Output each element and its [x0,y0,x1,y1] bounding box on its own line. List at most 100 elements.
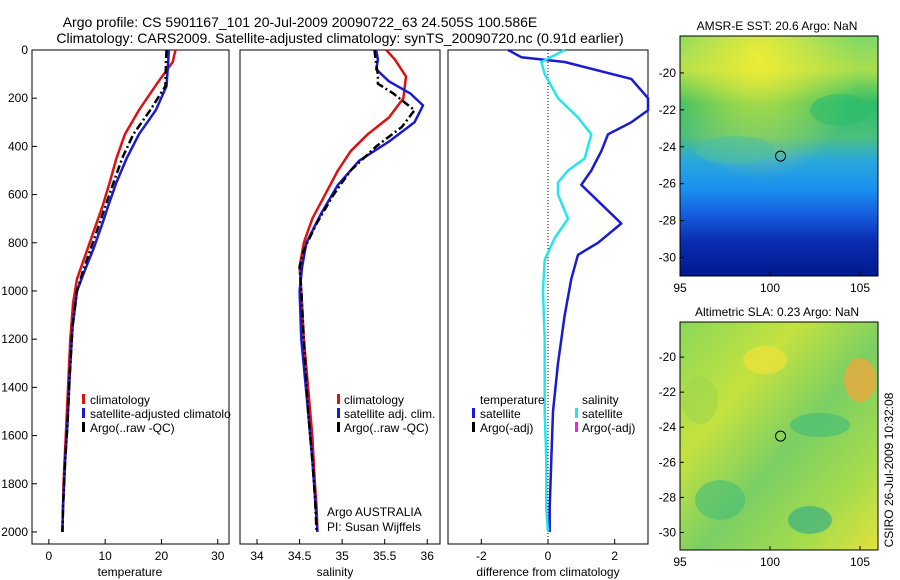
legend-swatch-temp-argo [472,422,475,432]
series-argo-raw-qc [298,49,416,533]
legend-header-salinity: salinity [582,393,619,407]
y-tick-label: 600 [8,188,28,202]
x-tick-label: 36 [421,549,435,563]
map-y-tick-label: -20 [659,66,677,80]
temperature-x-label: temperature [98,565,163,579]
float-info-label: Argo AUSTRALIA [327,505,422,519]
y-tick-label: 200 [8,91,28,105]
sla-map-y-ticks: -20 -22 -24 -26 -28 -30 [659,350,684,539]
map-y-tick-label: -28 [659,490,677,504]
temperature-y-ticks: 0 200 400 600 800 1000 1200 1400 1600 1800 2000 [1,43,37,539]
temperature-legend: climatology satellite-adjusted climatolo… [82,393,231,435]
x-tick-label: 10 [98,549,112,563]
sst-mid-band [695,136,775,164]
sla-map-title: Altimetric SLA: 0.23 Argo: NaN [695,305,859,319]
figure-title-line2: Climatology: CARS2009. Satellite-adjuste… [56,30,623,46]
legend-label-sal-argo: Argo(-adj) [582,421,635,435]
legend-swatch-temp-satellite [472,408,475,418]
difference-panel: -2 0 2 difference from climatology tempera… [447,48,650,579]
map-x-tick-label: 105 [850,555,870,569]
legend-label-sal-satellite: satellite [582,407,623,421]
x-tick-label: 2 [611,549,618,563]
y-tick-label: 1200 [1,332,28,346]
map-x-tick-label: 95 [673,281,687,295]
salinity-legend: climatology satellite adj. clim. Argo(..… [337,393,435,435]
legend-label-climatology: climatology [344,393,404,407]
y-tick-label: 1400 [1,380,28,394]
y-tick-label: 2000 [1,525,28,539]
series-salinity-satellite [540,48,593,533]
salinity-panel: 34 34.5 35 35.5 36 salinity climatology sate… [239,49,441,579]
temperature-x-ticks: 0 10 20 30 [46,539,225,563]
legend-label-climatology: climatology [90,393,150,407]
salinity-series [298,49,425,533]
y-tick-label: 1000 [1,284,28,298]
sla-light-patch [682,376,718,424]
sst-map-panel: AMSR-E SST: 20.6 Argo: NaN 95 100 105 -20 -… [659,19,879,295]
map-x-tick-label: 95 [673,555,687,569]
x-tick-label: 0 [46,549,53,563]
y-tick-label: 400 [8,139,28,153]
legend-label-satellite-adj: satellite adj. clim. [344,407,435,421]
sst-green-patch [810,94,870,126]
sla-green-patch-1 [790,413,850,437]
salinity-plot-area [239,49,441,545]
temperature-series [61,49,177,533]
x-tick-label: 20 [155,549,169,563]
map-x-tick-label: 100 [760,555,780,569]
series-climatology [298,49,408,533]
legend-label-temp-satellite: satellite [480,407,521,421]
salinity-x-label: salinity [317,565,354,579]
y-tick-label: 1600 [1,429,28,443]
series-temperature-satellite [507,48,650,532]
difference-legend: temperature salinity satellite Argo(-adj… [472,393,635,435]
map-y-tick-label: -28 [659,214,677,228]
legend-swatch-argo [337,422,340,432]
map-y-tick-label: -20 [659,350,677,364]
legend-swatch-satellite-adjusted [82,408,85,418]
x-tick-label: 34 [250,549,264,563]
sla-map-panel: Altimetric SLA: 0.23 Argo: NaN 95 100 105 … [659,305,879,569]
sla-float-marker [775,430,787,442]
map-x-tick-label: 100 [760,281,780,295]
legend-swatch-sal-satellite [575,408,578,418]
y-tick-label: 1800 [1,477,28,491]
sst-float-marker [775,150,787,162]
legend-swatch-argo [82,422,85,432]
map-x-tick-label: 105 [850,281,870,295]
temperature-panel: 0 10 20 30 0 200 400 600 800 1000 1200 1400 1600 180… [1,43,231,579]
sst-map-y-ticks: -20 -22 -24 -26 -28 -30 [659,66,684,265]
legend-swatch-climatology [337,394,340,404]
x-tick-label: -2 [476,549,487,563]
sla-yellow-patch [743,346,787,374]
x-tick-label: 34.5 [288,549,312,563]
salinity-x-ticks: 34 34.5 35 35.5 36 [250,539,434,563]
map-y-tick-label: -24 [659,140,677,154]
map-y-tick-label: -30 [659,525,677,539]
legend-label-temp-argo: Argo(-adj) [480,421,533,435]
difference-x-ticks: -2 0 2 [476,539,618,563]
legend-header-temperature: temperature [480,393,545,407]
legend-label-satellite-adjusted: satellite-adjusted climatolo [90,407,231,421]
x-tick-label: 35 [335,549,349,563]
sst-map-frame [679,35,879,277]
x-tick-label: 35.5 [373,549,397,563]
legend-label-argo: Argo(..raw -QC) [344,421,429,435]
y-tick-label: 0 [21,43,28,57]
difference-series [507,48,650,533]
series-satellite-adjusted-climatology [61,49,171,533]
timestamp-label: CSIRO 26-Jul-2009 10:32:08 [882,392,896,547]
map-y-tick-label: -30 [659,251,677,265]
map-y-tick-label: -26 [659,455,677,469]
series-argo-raw-qc [61,49,168,533]
legend-swatch-climatology [82,394,85,404]
sla-green-patch-3 [788,506,832,534]
sla-map-frame [679,321,879,551]
figure-title-line1: Argo profile: CS 5901167_101 20-Jul-2009… [63,14,538,30]
pi-label: PI: Susan Wijffels [327,520,421,534]
sst-map-title: AMSR-E SST: 20.6 Argo: NaN [697,19,858,33]
map-y-tick-label: -22 [659,103,677,117]
difference-x-label: difference from climatology [476,565,619,579]
sst-map-x-ticks: 95 100 105 [673,272,870,295]
